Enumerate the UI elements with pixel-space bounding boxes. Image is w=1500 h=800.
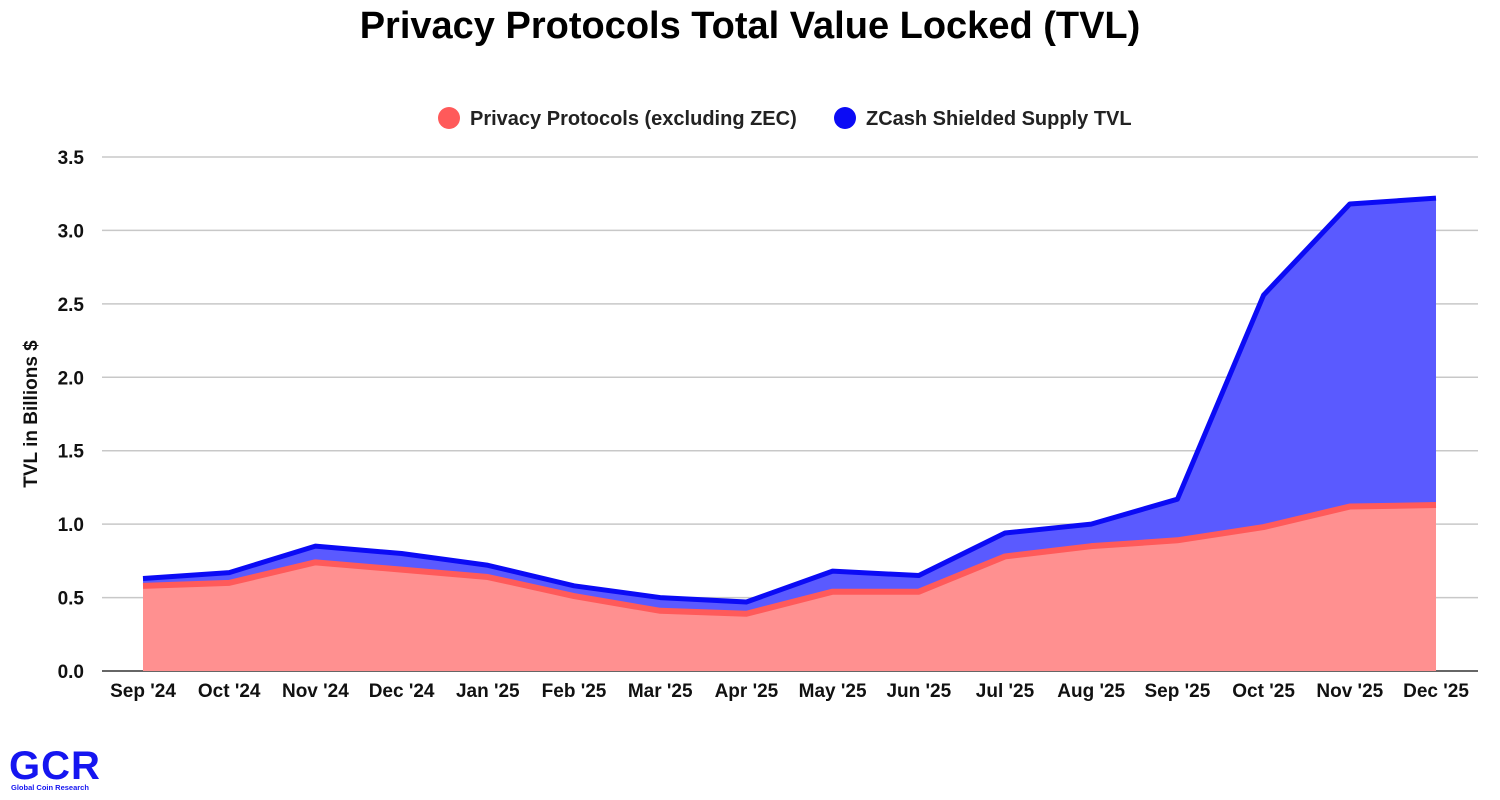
x-axis-ticks: Sep '24 Oct '24 Nov '24 Dec '24 Jan '25 Feb '… (110, 681, 1469, 702)
x-tick-label: Aug '25 (1057, 681, 1125, 702)
legend-label-zcash-shielded: ZCash Shielded Supply TVL (866, 108, 1132, 130)
logo-subtitle: Global Coin Research (11, 783, 89, 792)
x-tick-label: Sep '25 (1145, 681, 1211, 702)
y-tick-label: 2.5 (58, 295, 85, 316)
x-tick-label: Sep '24 (110, 681, 176, 702)
legend: Privacy Protocols (excluding ZEC) ZCash … (438, 107, 1132, 130)
x-tick-label: Jul '25 (976, 681, 1035, 702)
y-tick-label: 2.0 (58, 368, 84, 389)
legend-label-privacy-protocols: Privacy Protocols (excluding ZEC) (470, 108, 797, 130)
x-tick-label: Jan '25 (456, 681, 520, 702)
legend-marker-privacy-protocols (438, 107, 460, 129)
legend-marker-zcash-shielded (834, 107, 856, 129)
gcr-logo: GCR Global Coin Research (9, 744, 101, 792)
y-axis-title: TVL in Billions $ (21, 340, 42, 488)
x-tick-label: Dec '25 (1403, 681, 1469, 702)
x-tick-label: Nov '24 (282, 681, 349, 702)
x-tick-label: Nov '25 (1316, 681, 1383, 702)
y-tick-label: 3.0 (58, 221, 84, 242)
x-tick-label: Mar '25 (628, 681, 693, 702)
x-tick-label: May '25 (799, 681, 867, 702)
chart-title: Privacy Protocols Total Value Locked (TV… (360, 5, 1141, 47)
y-tick-label: 1.0 (58, 515, 84, 536)
plot-lines (142, 195, 1437, 617)
x-tick-label: Feb '25 (542, 681, 607, 702)
x-tick-label: Dec '24 (369, 681, 435, 702)
x-tick-label: Oct '24 (198, 681, 261, 702)
y-tick-label: 1.5 (58, 442, 85, 463)
y-tick-label: 3.5 (58, 148, 85, 169)
x-tick-label: Apr '25 (715, 681, 779, 702)
line-zcash-shielded (142, 195, 1437, 605)
y-tick-label: 0.0 (58, 662, 84, 683)
x-tick-label: Oct '25 (1232, 681, 1295, 702)
y-axis-ticks: 0.0 0.5 1.0 1.5 2.0 2.5 3.0 3.5 (58, 148, 85, 683)
line-privacy-protocols (142, 502, 1437, 617)
x-tick-label: Jun '25 (886, 681, 951, 702)
logo-mark: GCR (9, 744, 101, 788)
y-tick-label: 0.5 (58, 589, 85, 610)
